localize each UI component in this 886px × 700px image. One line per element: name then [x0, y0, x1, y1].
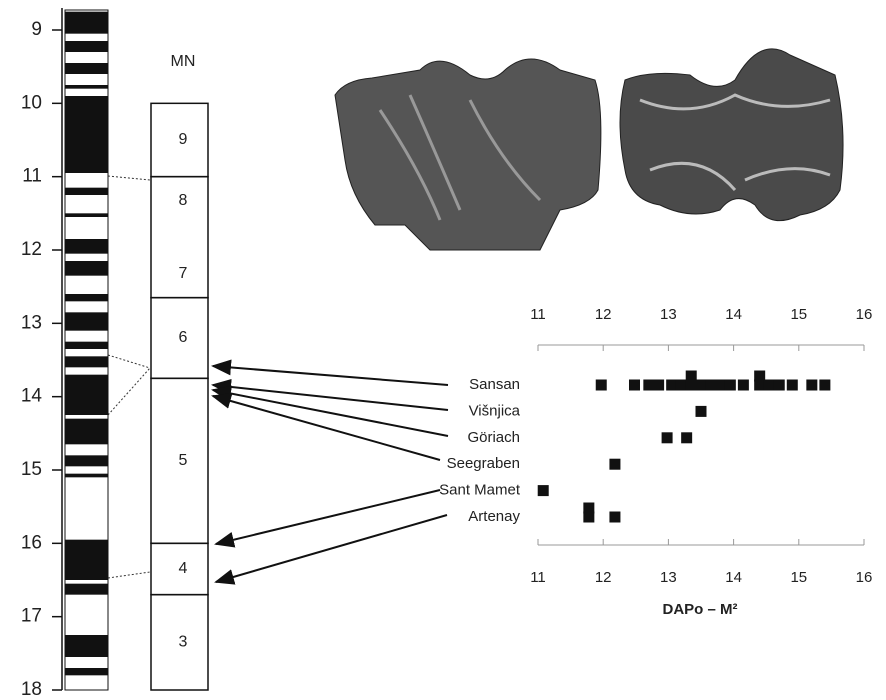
site-label: Višnjica	[469, 402, 521, 419]
normal-chron	[65, 419, 108, 445]
age-tick-label: 12	[21, 239, 42, 260]
normal-chron	[65, 213, 108, 217]
normal-chron	[65, 96, 108, 173]
x-tick-label: 13	[660, 569, 677, 586]
age-tick-label: 10	[21, 92, 42, 113]
x-axis-title: DAPo – M²	[663, 601, 738, 618]
point	[676, 380, 687, 391]
point	[583, 503, 594, 514]
x-tick-label: 13	[660, 306, 677, 323]
site-label: Seegraben	[447, 455, 520, 472]
x-tick-label: 14	[725, 569, 742, 586]
x-tick-label: 15	[790, 306, 807, 323]
mn-zone-label: 9	[179, 131, 188, 148]
arrows	[213, 366, 448, 582]
point	[686, 371, 697, 382]
mn-zone-label: 5	[179, 452, 188, 469]
site-label: Artenay	[468, 508, 520, 525]
age-tick-label: 14	[21, 386, 43, 407]
point	[609, 459, 620, 470]
age-tick-label: 15	[21, 459, 42, 480]
point	[705, 380, 716, 391]
point	[806, 380, 817, 391]
figure: MN DAPo – M² 9 10 11 12 13 14 15 16 17 18 9 8 7 6 5 4 3 1…	[0, 0, 886, 700]
point	[738, 380, 749, 391]
x-tick-label: 15	[790, 569, 807, 586]
normal-chron	[65, 12, 108, 34]
mn-zone-label: 4	[179, 560, 188, 577]
normal-chron	[65, 635, 108, 657]
normal-chron	[65, 188, 108, 195]
point	[754, 371, 765, 382]
point	[629, 380, 640, 391]
normal-chron	[65, 668, 108, 675]
x-tick-label: 16	[856, 569, 873, 586]
normal-chron	[65, 356, 108, 367]
normal-chron	[65, 342, 108, 349]
normal-chron	[65, 455, 108, 466]
point	[681, 432, 692, 443]
normal-chron	[65, 85, 108, 89]
point	[715, 380, 726, 391]
x-tick-label: 11	[530, 306, 546, 323]
tooth-photo-occlusal	[620, 49, 843, 221]
age-tick-label: 16	[21, 532, 42, 553]
point	[596, 380, 607, 391]
normal-chron	[65, 41, 108, 52]
point	[609, 512, 620, 523]
x-tick-label: 12	[595, 569, 612, 586]
tooth-photo-lateral	[335, 59, 601, 250]
x-tick-label: 14	[725, 306, 742, 323]
normal-chron	[65, 540, 108, 580]
site-label: Sansan	[469, 376, 520, 393]
point	[774, 380, 785, 391]
normal-chron	[65, 312, 108, 330]
normal-chron	[65, 63, 108, 74]
point	[666, 380, 677, 391]
site-label: Göriach	[467, 429, 520, 446]
point	[819, 380, 830, 391]
normal-chron	[65, 239, 108, 254]
mn-zone-label: 8	[179, 192, 188, 209]
point	[643, 380, 654, 391]
age-tick-label: 17	[21, 606, 42, 627]
point	[725, 380, 736, 391]
correlation-lines	[108, 176, 150, 578]
age-tick-label: 9	[31, 19, 42, 40]
point	[662, 432, 673, 443]
normal-chron	[65, 294, 108, 301]
point	[696, 380, 707, 391]
mn-zone-label: 6	[179, 329, 188, 346]
x-tick-label: 11	[530, 569, 546, 586]
normal-chron	[65, 584, 108, 595]
x-tick-label: 16	[856, 306, 873, 323]
point	[787, 380, 798, 391]
x-tick-label: 12	[595, 306, 612, 323]
point	[764, 380, 775, 391]
normal-chron	[65, 474, 108, 478]
normal-chron	[65, 375, 108, 415]
mn-zone-label: 3	[179, 634, 188, 651]
normal-chron	[65, 261, 108, 276]
point	[653, 380, 664, 391]
age-tick-label: 11	[22, 166, 42, 187]
site-label: Sant Mamet	[439, 482, 521, 499]
mn-zone-label: 7	[179, 265, 188, 282]
point	[538, 485, 549, 496]
age-tick-label: 13	[21, 312, 42, 333]
mn-title: MN	[171, 53, 196, 70]
age-tick-label: 18	[21, 679, 42, 700]
point	[696, 406, 707, 417]
